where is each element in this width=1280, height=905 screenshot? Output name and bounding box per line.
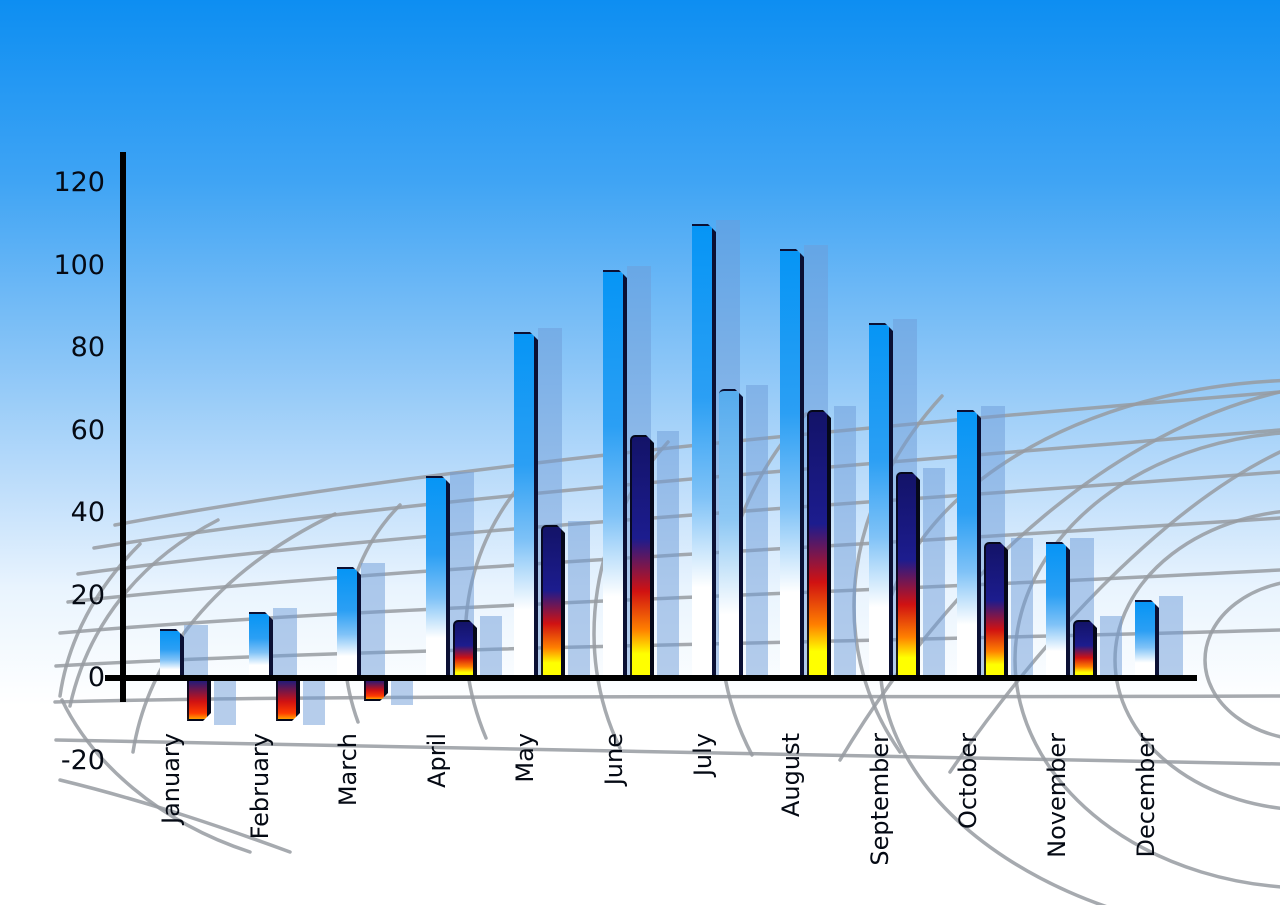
bar-june-secondary: [630, 435, 654, 678]
bar-june-main: [603, 270, 627, 678]
bar-october-secondary: [984, 542, 1008, 678]
month-label-may: May: [511, 733, 539, 783]
y-tick-label-20: 20: [70, 580, 105, 611]
y-tick-label-100: 100: [53, 250, 105, 281]
bar-december-main: [1135, 600, 1159, 678]
month-label-july: July: [689, 733, 717, 777]
bar-november-main: [1046, 542, 1070, 678]
y-axis-line: [120, 152, 126, 702]
bar-october-main: [957, 410, 981, 678]
bar-may-main: [514, 332, 538, 679]
bar-november-secondary: [1073, 620, 1097, 678]
bar-january-main-shadow: [184, 625, 208, 679]
x-axis-line: [105, 675, 1197, 681]
bar-august-main: [780, 249, 804, 678]
y-tick-label--20: -20: [60, 745, 105, 776]
bar-may-secondary-shadow: [568, 521, 590, 678]
month-label-april: April: [423, 733, 451, 788]
bar-march-secondary-shadow: [391, 680, 413, 705]
month-label-september: September: [866, 733, 894, 866]
bar-april-secondary: [453, 620, 477, 678]
bar-december-main-shadow: [1159, 596, 1183, 678]
bar-april-secondary-shadow: [480, 616, 502, 678]
month-label-august: August: [777, 733, 805, 817]
bar-july-main: [692, 224, 716, 678]
bar-august-secondary-shadow: [834, 406, 856, 678]
bar-september-main: [869, 323, 893, 678]
month-label-february: February: [246, 733, 274, 840]
bar-february-main-shadow: [273, 608, 297, 678]
bar-january-main: [160, 629, 184, 679]
month-label-december: December: [1132, 733, 1160, 858]
bar-february-main: [249, 612, 273, 678]
bar-february-secondary-shadow: [303, 680, 325, 725]
bar-january-secondary: [187, 680, 211, 721]
bar-july-secondary: [719, 389, 743, 678]
bar-september-secondary: [896, 472, 920, 678]
bar-august-secondary: [807, 410, 831, 678]
y-tick-label-60: 60: [70, 415, 105, 446]
bar-september-secondary-shadow: [923, 468, 945, 678]
month-label-october: October: [954, 733, 982, 830]
month-label-january: January: [157, 733, 185, 824]
bar-february-secondary: [276, 680, 300, 721]
y-tick-label-0: 0: [87, 662, 105, 693]
bar-october-secondary-shadow: [1011, 538, 1033, 678]
month-label-november: November: [1043, 733, 1071, 858]
bar-july-secondary-shadow: [746, 385, 768, 678]
bar-april-main: [426, 476, 450, 678]
bar-june-secondary-shadow: [657, 431, 679, 678]
bar-march-secondary: [364, 680, 388, 701]
bar-may-secondary: [541, 525, 565, 678]
bar-march-main-shadow: [361, 563, 385, 678]
bar-march-main: [337, 567, 361, 678]
y-tick-label-120: 120: [53, 167, 105, 198]
month-label-march: March: [334, 733, 362, 807]
y-tick-label-40: 40: [70, 497, 105, 528]
y-tick-label-80: 80: [70, 332, 105, 363]
bar-january-secondary-shadow: [214, 680, 236, 725]
bar-november-secondary-shadow: [1100, 616, 1122, 678]
month-label-june: June: [600, 733, 628, 786]
